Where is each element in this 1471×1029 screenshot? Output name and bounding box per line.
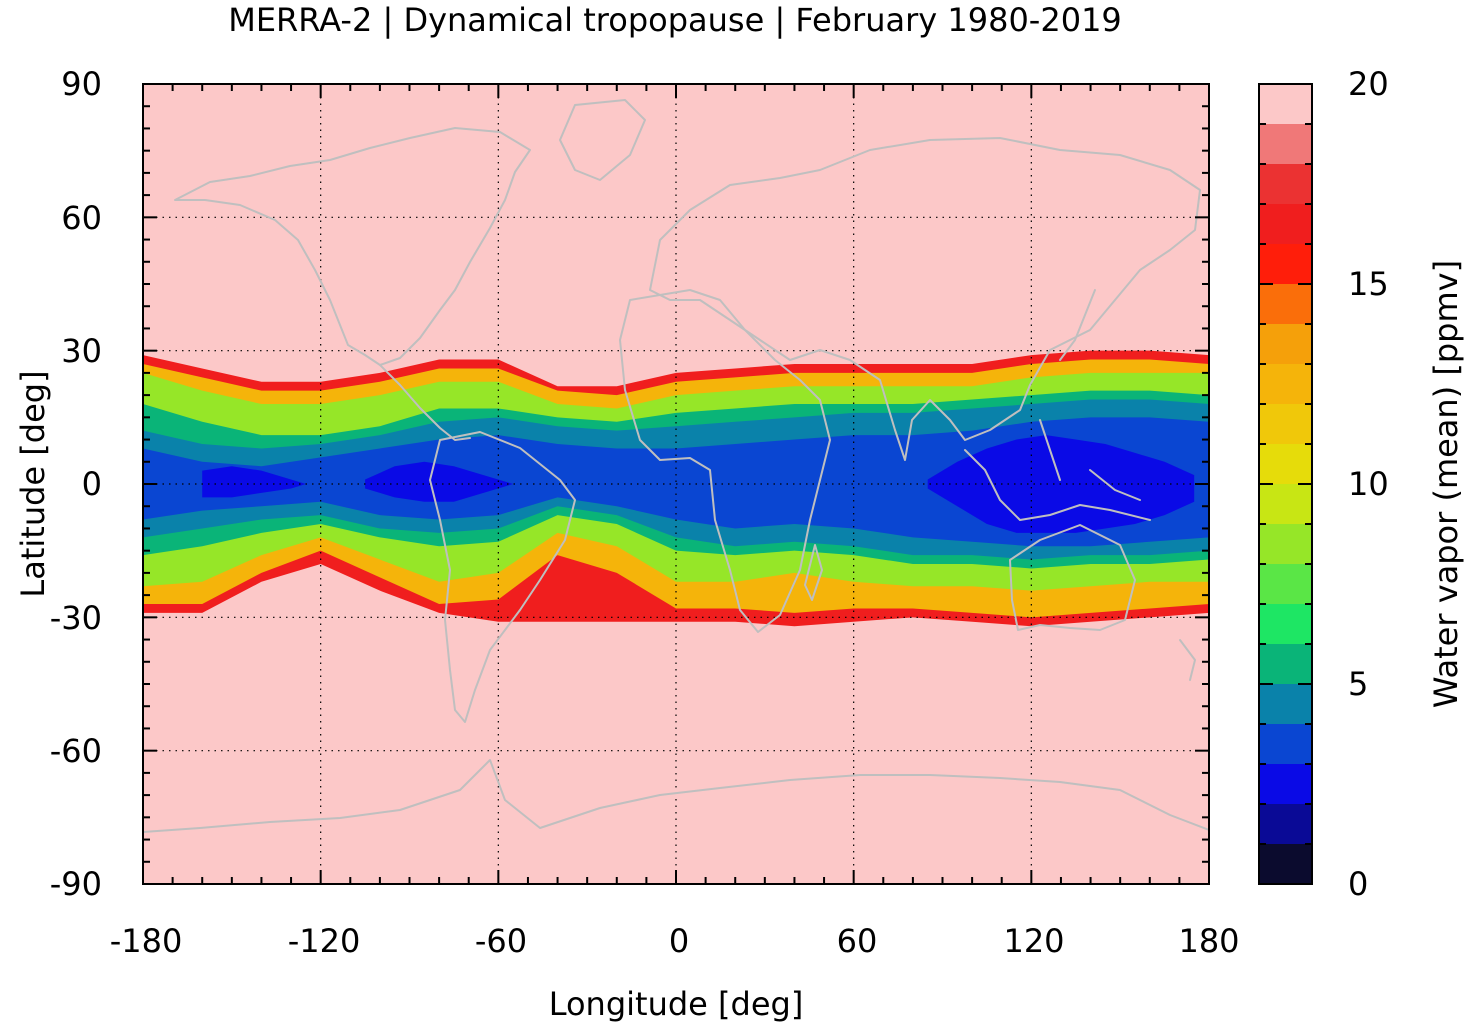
coastline-japan — [1059, 289, 1096, 361]
x-tick-label: 0 — [669, 922, 689, 960]
y-tick-label: 30 — [61, 332, 102, 370]
x-tick-label: -180 — [110, 922, 183, 960]
coastline-australia — [1009, 524, 1136, 631]
colorbar-level — [1259, 644, 1312, 684]
colorbar-tick-label: 15 — [1348, 265, 1389, 303]
colorbar-level — [1259, 164, 1312, 204]
colorbar-level — [1259, 764, 1312, 804]
colorbar-level — [1259, 684, 1312, 724]
plot-area — [143, 84, 1209, 884]
colorbar-level — [1259, 84, 1312, 124]
coastline-new-zealand — [1179, 639, 1196, 681]
y-tick-label: -30 — [50, 599, 102, 637]
field-band — [365, 461, 514, 502]
y-tick-label: 0 — [82, 465, 102, 503]
colorbar-tick-label: 20 — [1348, 65, 1389, 103]
colorbar-level — [1259, 844, 1312, 884]
colorbar-level — [1259, 324, 1312, 364]
y-tick-label: 60 — [61, 199, 102, 237]
coastline-north-america — [174, 127, 531, 366]
grid-lines — [143, 84, 1209, 884]
x-tick-label: 120 — [1003, 922, 1064, 960]
y-tick-label: -60 — [50, 732, 102, 770]
x-tick-label: 60 — [837, 922, 878, 960]
colorbar-level — [1259, 524, 1312, 564]
coastlines — [143, 99, 1209, 833]
field-band — [202, 466, 306, 498]
colorbar-level — [1259, 724, 1312, 764]
colorbar-level — [1259, 604, 1312, 644]
colorbar-level — [1259, 404, 1312, 444]
coastline-antarctica — [143, 759, 1209, 833]
y-tick-label: -90 — [50, 865, 102, 903]
axis-ticks — [142, 83, 1210, 885]
x-tick-label: 180 — [1178, 922, 1239, 960]
colorbar-level — [1259, 364, 1312, 404]
coastline-central-america — [379, 364, 471, 441]
colorbar-level — [1259, 484, 1312, 524]
y-axis-title: Latitude [deg] — [14, 370, 52, 597]
colorbar-level — [1259, 804, 1312, 844]
colorbar-level — [1259, 444, 1312, 484]
coastline-greenland — [559, 99, 646, 181]
colorbar-tick-label: 0 — [1348, 865, 1368, 903]
colorbar-title: Water vapor (mean) [ppmv] — [1427, 260, 1465, 708]
colorbar-level — [1259, 204, 1312, 244]
coastline-madagascar — [804, 544, 823, 601]
chart-title: MERRA-2 | Dynamical tropopause | Februar… — [228, 1, 1122, 39]
coastline-eurasia — [649, 137, 1201, 461]
colorbar: 0 5 10 15 20 Water vapor (mean) [ppmv] — [1258, 65, 1465, 903]
colorbar-tick-label: 5 — [1348, 665, 1368, 703]
colorbar-tick-label: 10 — [1348, 465, 1389, 503]
y-tick-label: 90 — [61, 65, 102, 103]
colorbar-levels — [1259, 84, 1312, 884]
coastline-south-america — [429, 431, 576, 723]
coastline-maritime-continent — [964, 419, 1151, 521]
water-vapor-field — [143, 346, 1209, 636]
colorbar-ticks — [1259, 83, 1312, 885]
colorbar-level — [1259, 124, 1312, 164]
x-tick-label: -120 — [288, 922, 361, 960]
colorbar-level — [1259, 244, 1312, 284]
x-axis-title: Longitude [deg] — [549, 985, 804, 1023]
colorbar-level — [1259, 284, 1312, 324]
coastline-africa — [619, 289, 831, 633]
x-tick-label: -60 — [475, 922, 527, 960]
colorbar-level — [1259, 564, 1312, 604]
